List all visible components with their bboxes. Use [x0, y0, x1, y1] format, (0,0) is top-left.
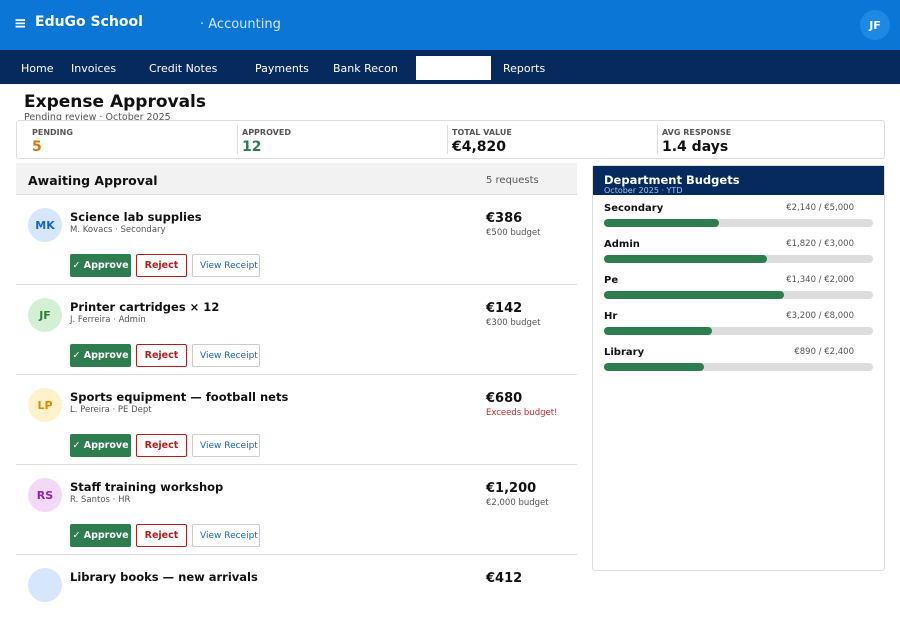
reject-button[interactable]: Reject — [136, 254, 187, 277]
avatar: MK — [28, 208, 62, 242]
budget-bar — [604, 255, 768, 263]
item-note: €500 budget — [486, 228, 541, 238]
stat-value: 5 — [32, 139, 42, 155]
stat-value: 1.4 days — [662, 139, 729, 155]
bar-track — [604, 219, 873, 227]
dept-name: Pe — [604, 275, 619, 286]
approve-button[interactable]: ✓ Approve — [70, 254, 131, 277]
request-count: 5 requests — [486, 175, 539, 186]
item-note: Exceeds budget! — [486, 408, 558, 418]
approval-card: LP Sports equipment — football nets L. Per… — [16, 374, 577, 464]
stat-label: APPROVED — [242, 128, 291, 137]
stat-label: PENDING — [32, 128, 73, 137]
item-amount: €142 — [486, 301, 523, 316]
approval-card: RS Staff training workshop R. Santos · HR €… — [16, 464, 577, 554]
nav-tab[interactable]: Payments — [255, 62, 309, 75]
item-title: Printer cartridges × 12 — [70, 300, 220, 314]
item-note: €300 budget — [486, 318, 541, 328]
divider — [237, 125, 238, 154]
dept-name: Hr — [604, 311, 618, 322]
approval-card: JF Printer cartridges × 12 J. Ferreira · A… — [16, 284, 577, 374]
stat-label: AVG RESPONSE — [662, 128, 732, 137]
item-meta: R. Santos · HR — [70, 495, 131, 505]
app-name[interactable]: EduGo School — [35, 14, 143, 30]
item-amount: €412 — [486, 571, 523, 586]
nav-tab[interactable]: Home — [21, 62, 54, 75]
dept-amount: €890 / €2,400 — [794, 347, 854, 357]
dept-name: Secondary — [604, 203, 664, 214]
budget-header: Department Budgets October 2025 · YTD — [593, 166, 884, 195]
nav-tab[interactable]: Reports — [503, 62, 546, 75]
budget-bar — [604, 363, 704, 371]
receipt-button[interactable]: View Receipt — [192, 344, 260, 367]
dept-name: Admin — [604, 239, 640, 250]
item-amount: €680 — [486, 391, 523, 406]
stat-value: 12 — [242, 139, 262, 155]
item-title: Staff training workshop — [70, 480, 224, 494]
receipt-button[interactable]: View Receipt — [192, 524, 260, 547]
stat-value: €4,820 — [452, 139, 507, 155]
item-meta: M. Kovacs · Secondary — [70, 225, 166, 235]
budget-bar — [604, 219, 720, 227]
divider — [657, 125, 658, 154]
avatar — [28, 568, 62, 602]
page-subtitle: Pending review · October 2025 — [24, 112, 171, 123]
bar-track — [604, 363, 873, 371]
nav-tab[interactable]: Invoices — [71, 62, 117, 75]
budget-bar — [604, 327, 712, 335]
avatar: RS — [28, 478, 62, 512]
user-avatar[interactable]: JF — [860, 10, 890, 40]
nav-tab[interactable]: Credit Notes — [149, 62, 218, 75]
budget-title: Department Budgets — [604, 173, 740, 187]
receipt-button[interactable]: View Receipt — [192, 434, 260, 457]
budget-subtitle: October 2025 · YTD — [604, 186, 683, 195]
divider — [447, 125, 448, 154]
module-name: · Accounting — [200, 17, 281, 32]
dept-amount: €2,140 / €5,000 — [786, 203, 854, 213]
item-meta: L. Pereira · PE Dept — [70, 405, 152, 415]
item-note: €2,000 budget — [486, 498, 549, 508]
avatar: JF — [28, 298, 62, 332]
bar-track — [604, 327, 873, 335]
page-title: Expense Approvals — [24, 92, 207, 112]
app-header: ≡ EduGo School · Accounting JF — [0, 0, 900, 50]
reject-button[interactable]: Reject — [136, 524, 187, 547]
approval-card: Library books — new arrivals €412 — [16, 554, 577, 644]
nav-bar: Home Invoices Credit Notes Payments Bank Rec… — [0, 50, 900, 84]
approve-button[interactable]: ✓ Approve — [70, 434, 131, 457]
reject-button[interactable]: Reject — [136, 344, 187, 367]
dept-amount: €3,200 / €8,000 — [786, 311, 854, 321]
budget-bar — [604, 291, 785, 299]
dept-name: Library — [604, 347, 645, 358]
item-meta: J. Ferreira · Admin — [70, 315, 146, 325]
active-tab[interactable] — [416, 56, 491, 80]
reject-button[interactable]: Reject — [136, 434, 187, 457]
item-title: Sports equipment — football nets — [70, 390, 289, 404]
item-amount: €386 — [486, 211, 523, 226]
stat-label: TOTAL VALUE — [452, 128, 512, 137]
panel-title: Awaiting Approval — [28, 173, 158, 188]
item-amount: €1,200 — [486, 481, 537, 496]
dept-amount: €1,340 / €2,000 — [786, 275, 854, 285]
approvals-panel: Awaiting Approval 5 requests MK Science l… — [16, 163, 577, 644]
stats-card: PENDING 5 APPROVED 12 TOTAL VALUE €4,820 AVG R… — [16, 120, 885, 159]
menu-icon[interactable]: ≡ — [14, 14, 27, 32]
approval-card: MK Science lab supplies M. Kovacs · Second… — [16, 194, 577, 284]
dept-amount: €1,820 / €3,000 — [786, 239, 854, 249]
budget-panel: Department Budgets October 2025 · YTD Se… — [592, 165, 885, 571]
avatar: LP — [28, 388, 62, 422]
approve-button[interactable]: ✓ Approve — [70, 344, 131, 367]
receipt-button[interactable]: View Receipt — [192, 254, 260, 277]
item-title: Library books — new arrivals — [70, 570, 258, 584]
nav-tab[interactable]: Bank Recon — [333, 62, 398, 75]
item-title: Science lab supplies — [70, 210, 202, 224]
approve-button[interactable]: ✓ Approve — [70, 524, 131, 547]
